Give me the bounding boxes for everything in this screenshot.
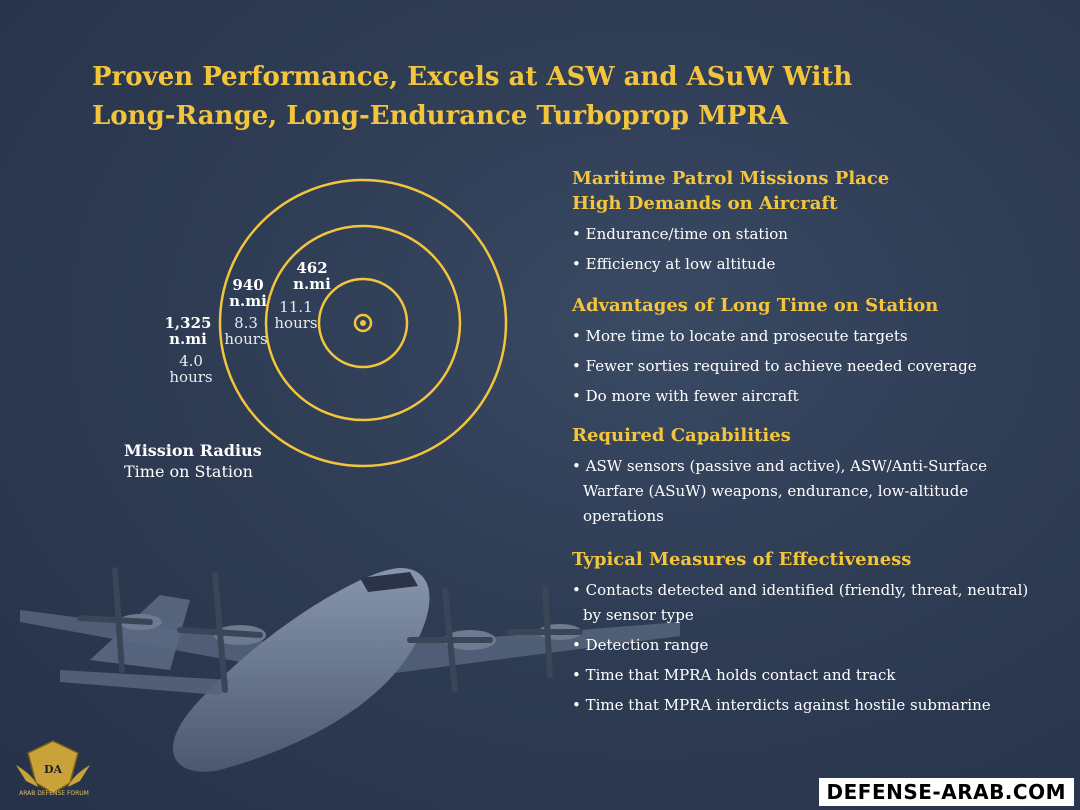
ring-distance: 1,325	[164, 314, 212, 332]
bullet-item: • Do more with fewer aircraft	[572, 387, 799, 405]
bullet-item: • More time to locate and prosecute targ…	[572, 327, 908, 345]
legend-subtitle: Time on Station	[124, 462, 253, 481]
ring-distance: 940	[232, 276, 264, 294]
section-measures-of-effectiveness: Typical Measures of Effectiveness • Cont…	[572, 547, 1042, 718]
ring-time-unit: hours	[274, 314, 318, 332]
section-advantages: Advantages of Long Time on Station • Mor…	[572, 293, 1042, 409]
section-heading: Maritime Patrol Missions Place High Dema…	[572, 166, 1042, 216]
ring-time-unit: hours	[169, 368, 213, 386]
bullet-item: • Time that MPRA interdicts against host…	[572, 696, 991, 714]
ring-unit: n.mi	[169, 330, 207, 348]
bullet-item: • Endurance/time on station	[572, 225, 788, 243]
ring-label-inner: 462 n.mi	[288, 260, 336, 292]
ring-middle	[264, 224, 462, 422]
title-line-1: Proven Performance, Excels at ASW and AS…	[92, 62, 853, 92]
ring-outer	[218, 178, 508, 468]
bullet-item: • Efficiency at low altitude	[572, 255, 776, 273]
section-heading: Advantages of Long Time on Station	[572, 295, 939, 316]
arab-defense-forum-logo: DA	[16, 740, 90, 794]
ring-time-outer: 4.0 hours	[166, 353, 216, 385]
center-marker-ring	[353, 313, 373, 333]
ring-time-inner: 11.1 hours	[272, 299, 320, 331]
ring-time-middle: 8.3 hours	[221, 315, 271, 347]
title-line-2: Long-Range, Long-Endurance Turboprop MPR…	[92, 101, 789, 131]
ring-time: 8.3	[234, 314, 258, 332]
slide-title: Proven Performance, Excels at ASW and AS…	[92, 58, 992, 136]
ring-unit: n.mi	[293, 275, 331, 293]
logo-caption: ARAB DEFENSE FORUM	[6, 790, 102, 797]
section-maritime-patrol: Maritime Patrol Missions Place High Dema…	[572, 166, 1042, 277]
bullet-item: • Fewer sorties required to achieve need…	[572, 357, 977, 375]
bullet-item: • ASW sensors (passive and active), ASW/…	[572, 457, 987, 525]
ring-inner	[317, 277, 409, 369]
legend-title: Mission Radius	[124, 441, 262, 460]
heading-line-1: Maritime Patrol Missions Place	[572, 168, 890, 189]
ring-time: 4.0	[179, 352, 203, 370]
diagram-legend: Mission Radius Time on Station	[124, 440, 262, 482]
bullet-item: • Detection range	[572, 636, 709, 654]
ring-label-middle: 940 n.mi	[224, 277, 272, 309]
ring-unit: n.mi	[229, 292, 267, 310]
section-required-capabilities: Required Capabilities • ASW sensors (pas…	[572, 423, 1042, 529]
bullet-item: • Time that MPRA holds contact and track	[572, 666, 896, 684]
section-heading: Required Capabilities	[572, 425, 791, 446]
ring-distance: 462	[296, 259, 328, 277]
aircraft-image	[20, 567, 680, 772]
ring-label-outer: 1,325 n.mi	[162, 315, 214, 347]
logo-line-1: ARAB DEFENSE FORUM	[19, 790, 89, 797]
ring-time: 11.1	[279, 298, 313, 316]
logo-abbr: DA	[44, 763, 63, 776]
ring-time-unit: hours	[224, 330, 268, 348]
heading-line-2: High Demands on Aircraft	[572, 193, 838, 214]
section-heading: Typical Measures of Effectiveness	[572, 549, 912, 570]
bullet-item: • Contacts detected and identified (frie…	[572, 581, 1029, 624]
center-marker-dot	[360, 320, 366, 326]
info-column: Maritime Patrol Missions Place High Dema…	[572, 166, 1042, 718]
mission-radius-diagram	[218, 178, 508, 468]
watermark-badge: DEFENSE-ARAB.COM	[818, 778, 1074, 806]
